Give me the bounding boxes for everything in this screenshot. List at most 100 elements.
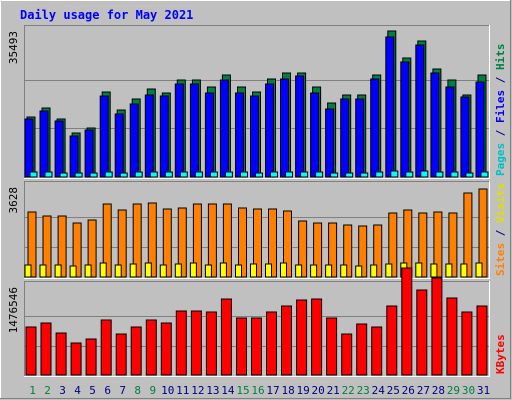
bar-sites-day-19 (295, 264, 303, 278)
bar-files-day-3 (54, 120, 64, 178)
day-label-15: 15 (236, 384, 249, 397)
bar-sites-day-31 (475, 262, 483, 278)
bar-sites-day-14 (219, 262, 227, 278)
bar-files-day-17 (265, 83, 274, 178)
bar-visits-day-9 (147, 202, 157, 278)
day-label-2: 2 (44, 384, 51, 397)
bar-pages-day-4 (74, 172, 83, 178)
day-label-29: 29 (447, 384, 460, 397)
bar-pages-day-7 (119, 172, 128, 178)
day-label-27: 27 (417, 384, 430, 397)
legend-bottom: KBytes (494, 334, 507, 374)
bar-visits-day-27 (418, 212, 428, 278)
bar-files-day-10 (159, 95, 169, 178)
bar-pages-day-18 (285, 171, 293, 178)
day-label-22: 22 (342, 384, 355, 397)
day-label-26: 26 (402, 384, 415, 397)
bar-kbytes-day-9 (145, 319, 157, 376)
bar-files-day-19 (295, 75, 305, 178)
bar-kbytes-day-18 (281, 305, 292, 376)
bar-pages-day-23 (360, 172, 369, 178)
bar-pages-day-26 (405, 171, 414, 178)
bar-files-day-2 (39, 110, 49, 178)
bar-sites-day-23 (355, 265, 363, 278)
bar-sites-day-27 (415, 262, 423, 278)
bar-visits-day-11 (177, 207, 187, 278)
day-label-21: 21 (327, 384, 340, 397)
bar-files-day-30 (460, 96, 470, 178)
bar-sites-day-18 (280, 262, 287, 278)
bar-files-day-7 (114, 113, 124, 178)
bar-visits-day-8 (132, 203, 142, 278)
bar-sites-day-16 (250, 263, 257, 278)
bar-sites-day-13 (204, 264, 212, 278)
bar-visits-day-16 (253, 208, 262, 278)
bar-sites-day-7 (114, 264, 122, 278)
panel-hits-files-pages: 35493 (7, 25, 490, 179)
x-axis-day-labels: 1 2 3 4 5 6 7 8 9 10 11 12 13 14 15 16 17 18 19 20 21 22 23 24 2… (29, 384, 490, 397)
bar-pages-day-28 (435, 171, 444, 178)
bar-kbytes-day-27 (416, 289, 428, 376)
bar-visits-day-4 (72, 222, 82, 278)
bar-sites-day-30 (460, 263, 468, 278)
bar-sites-day-8 (129, 263, 137, 278)
bar-files-day-11 (174, 83, 184, 178)
bar-visits-day-10 (162, 208, 172, 278)
bar-files-day-6 (99, 95, 109, 178)
bar-kbytes-day-31 (476, 305, 488, 376)
bar-kbytes-day-3 (55, 332, 67, 376)
bar-kbytes-day-15 (236, 317, 247, 376)
bar-pages-day-29 (450, 171, 459, 178)
day-label-24: 24 (372, 384, 386, 397)
day-label-25: 25 (387, 384, 400, 397)
day-label-14: 14 (221, 384, 235, 397)
bar-sites-day-9 (144, 262, 152, 278)
bar-pages-day-3 (59, 172, 68, 178)
bar-kbytes-day-24 (371, 326, 383, 376)
bar-visits-day-15 (238, 207, 247, 278)
bar-kbytes-day-14 (220, 298, 232, 376)
day-label-3: 3 (59, 384, 66, 397)
bar-kbytes-day-23 (356, 323, 368, 376)
bar-files-day-18 (280, 78, 289, 178)
bar-visits-day-1 (27, 211, 37, 278)
bar-sites-day-2 (39, 264, 47, 278)
bar-pages-day-8 (134, 171, 143, 178)
legend-top: Pages / Files / Hits (494, 44, 507, 177)
bar-files-day-9 (144, 94, 154, 178)
bar-files-day-31 (475, 81, 485, 178)
bar-visits-day-21 (328, 222, 338, 278)
legend-middle: Sites / Visits (494, 183, 507, 276)
day-label-12: 12 (191, 384, 204, 397)
bar-visits-day-12 (192, 203, 202, 278)
y-max-label: 35493 (7, 31, 20, 64)
bar-sites-day-6 (99, 262, 107, 278)
bar-files-day-21 (325, 108, 335, 178)
bar-files-day-26 (400, 61, 410, 178)
bar-pages-day-10 (164, 171, 173, 178)
bar-pages-day-19 (300, 171, 309, 178)
bar-pages-day-17 (270, 171, 278, 178)
bar-files-day-14 (219, 79, 229, 178)
bar-kbytes-day-26 (401, 267, 413, 376)
day-label-23: 23 (357, 384, 370, 397)
bar-kbytes-day-13 (205, 311, 217, 376)
bar-pages-day-13 (209, 171, 218, 178)
bar-kbytes-day-1 (25, 326, 37, 376)
bar-visits-day-19 (298, 220, 308, 278)
bar-visits-day-2 (42, 215, 52, 278)
day-label-8: 8 (134, 384, 141, 397)
bar-visits-day-28 (433, 211, 443, 278)
bar-kbytes-day-12 (190, 310, 202, 376)
bar-pages-day-27 (420, 170, 429, 178)
bar-kbytes-day-30 (461, 311, 473, 376)
bar-sites-day-4 (69, 265, 77, 278)
bar-pages-day-11 (179, 171, 188, 178)
day-label-13: 13 (206, 384, 219, 397)
day-label-30: 30 (462, 384, 475, 397)
bar-kbytes-day-2 (40, 322, 52, 376)
day-label-5: 5 (89, 384, 96, 397)
bar-pages-day-20 (315, 171, 324, 178)
bar-files-day-20 (310, 92, 320, 178)
day-label-6: 6 (104, 384, 111, 397)
